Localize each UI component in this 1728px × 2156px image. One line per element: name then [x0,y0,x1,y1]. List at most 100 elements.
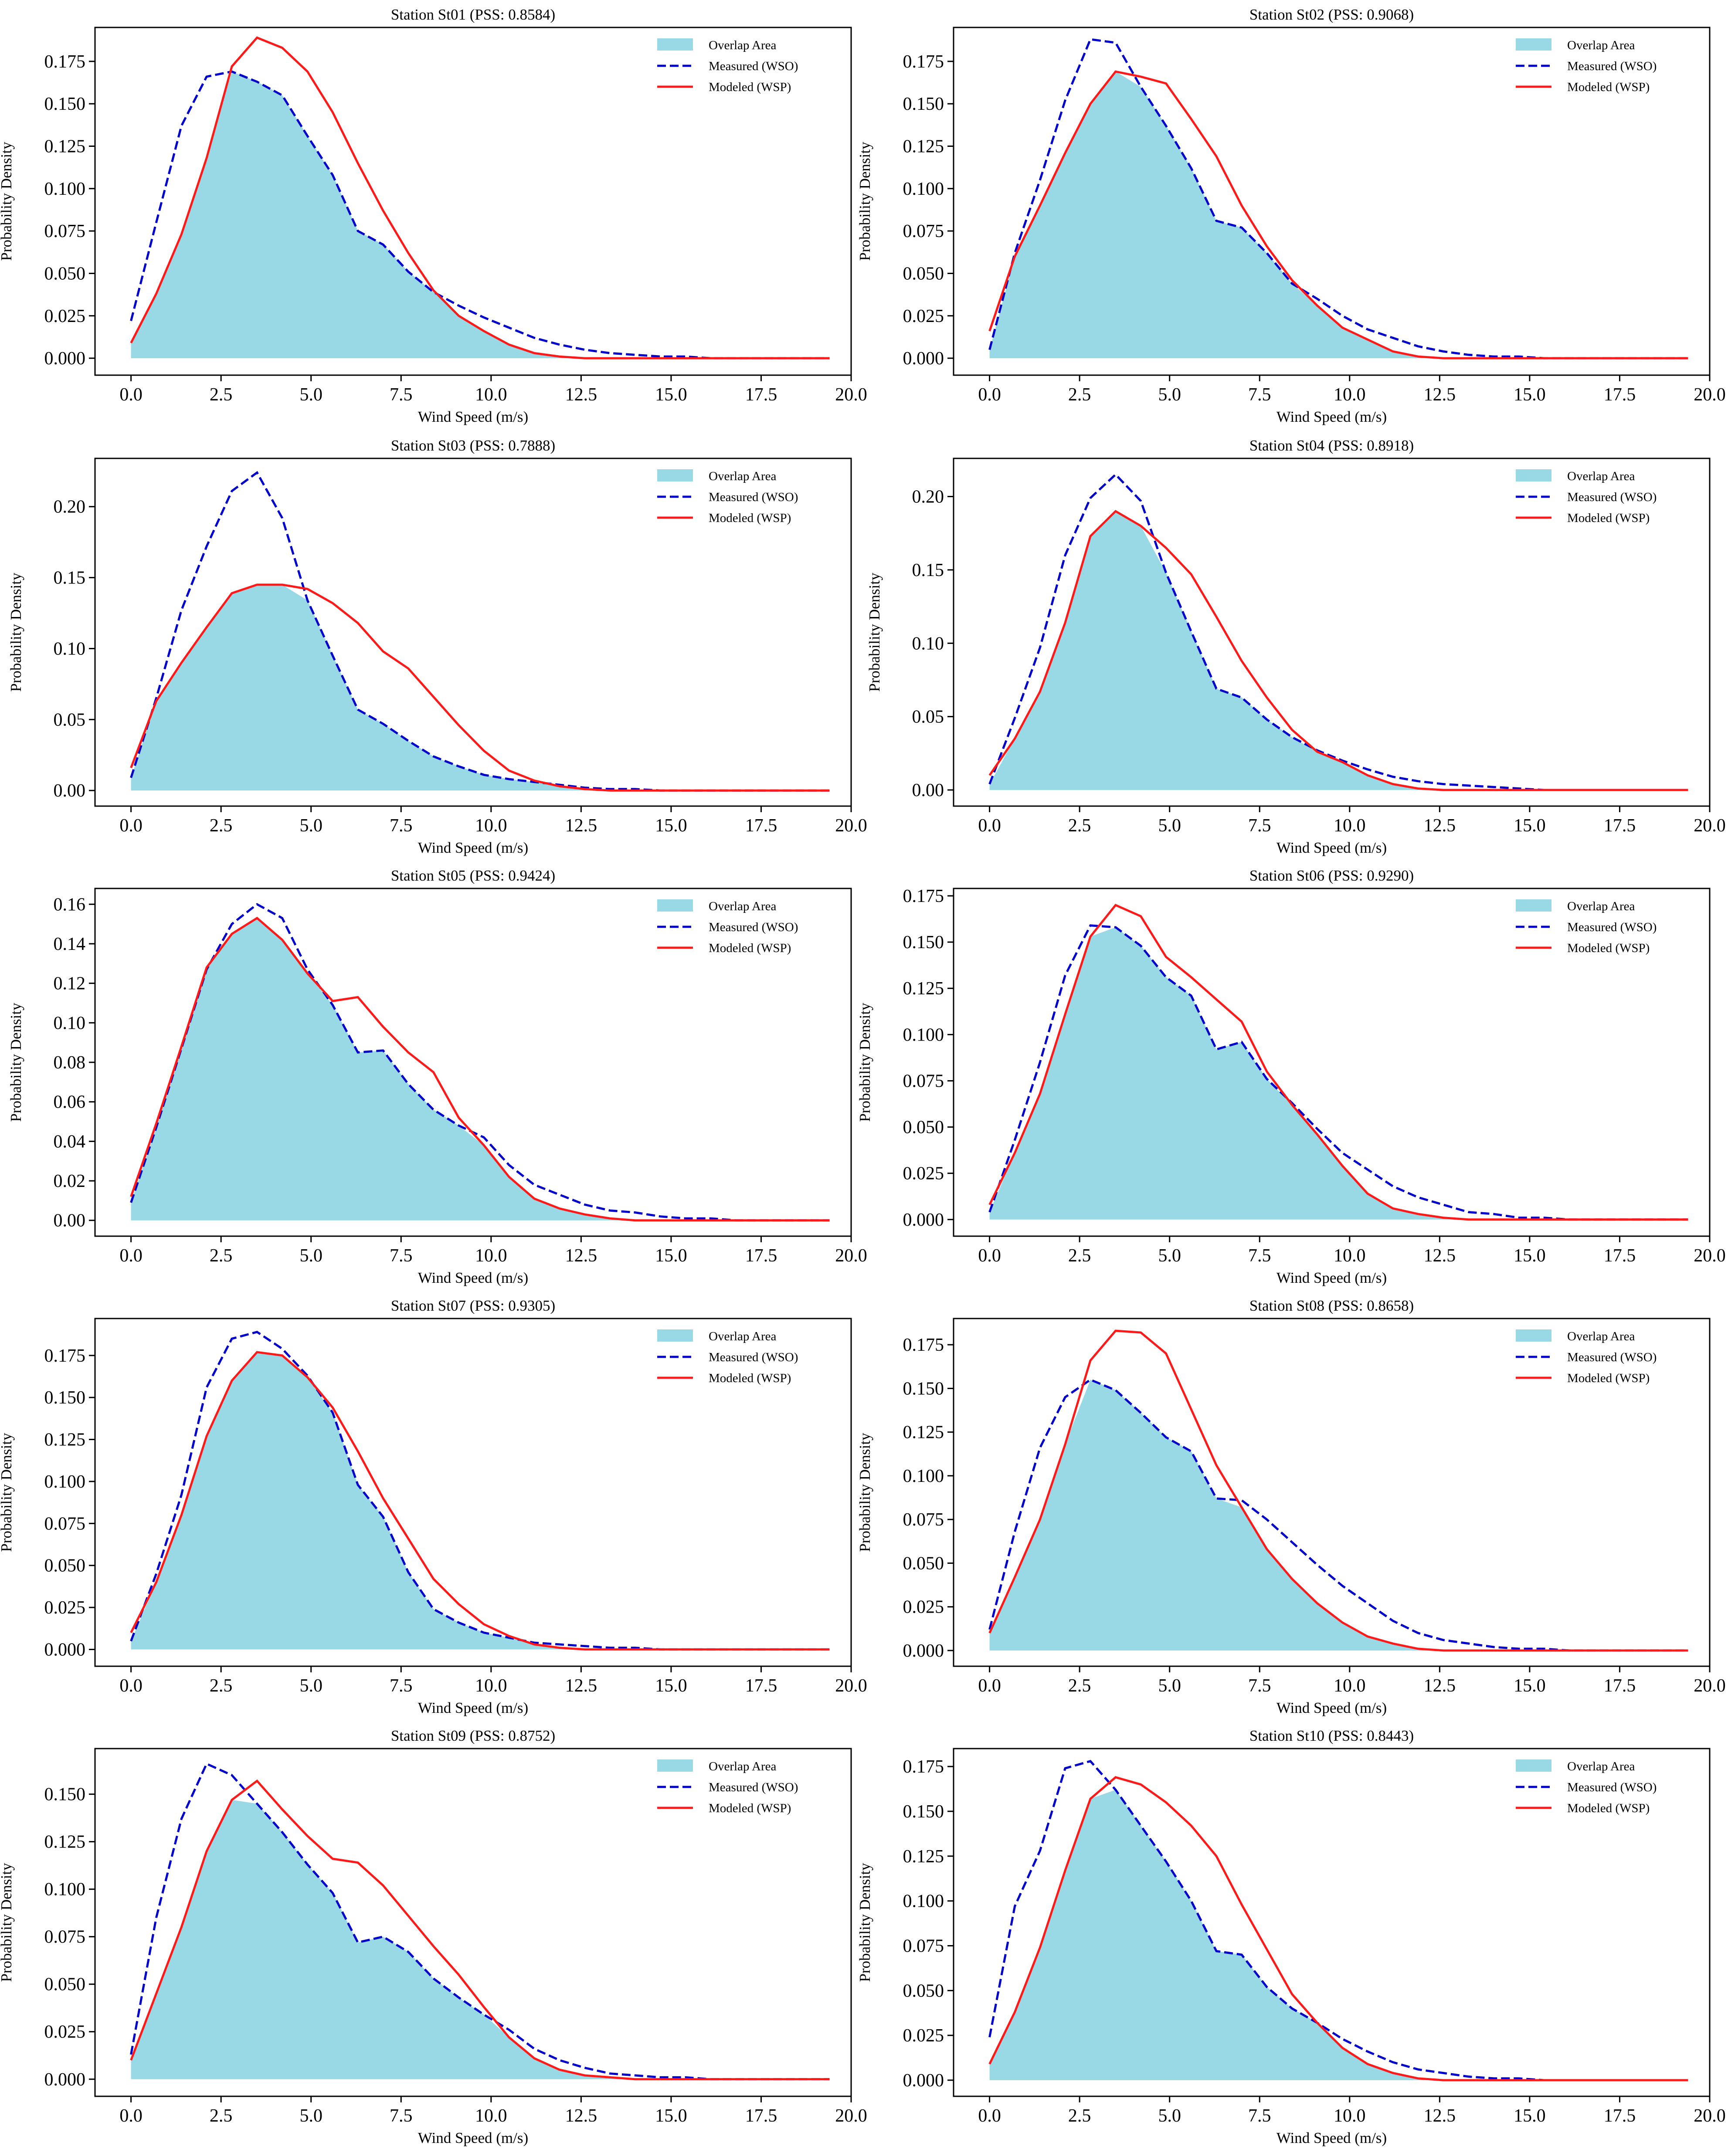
x-axis-label: Wind Speed (m/s) [418,408,528,425]
x-tick-label: 10.0 [1334,2106,1366,2126]
x-tick-label: 2.5 [1068,816,1091,836]
legend-overlap-label: Overlap Area [1567,899,1635,913]
axes-frame [94,1748,852,2097]
x-tick-label: 2.5 [1068,1246,1091,1266]
x-tick-label: 0.0 [978,816,1001,836]
y-tick-label: 0.025 [903,1164,944,1184]
x-tick-label: 17.5 [745,816,777,836]
x-tick-label: 17.5 [1604,1676,1636,1696]
legend-modeled-label: Modeled (WSP) [1567,511,1650,525]
chart-panel-8: 0.0 2.5 5.0 7.5 10.0 12.5 15.0 17.5 20.0 0.000 0.0… [856,1297,1726,1716]
chart-panel-4: 0.0 2.5 5.0 7.5 10.0 12.5 15.0 17.5 20.0 0.00 0.05… [866,437,1726,856]
y-tick-label: 0.050 [44,264,86,284]
measured-line [988,924,1688,1221]
modeled-line [130,36,830,359]
x-tick-label: 20.0 [835,2106,867,2126]
y-tick-label: 0.000 [903,1641,944,1661]
x-tick-label: 17.5 [745,385,777,405]
x-tick-label: 20.0 [1694,1676,1726,1696]
chart-title: Station St02 (PSS: 0.9068) [1249,6,1414,23]
y-tick-label: 0.150 [44,1785,86,1805]
x-tick-label: 7.5 [1248,1246,1271,1266]
y-tick-label: 0.175 [903,886,944,906]
y-tick-label: 0.075 [44,1927,86,1947]
y-tick-label: 0.025 [44,306,86,326]
overlap-area [989,1380,1688,1651]
x-tick-label: 0.0 [978,1246,1001,1266]
x-tick-label: 7.5 [390,385,413,405]
x-tick-label: 20.0 [835,385,867,405]
x-tick-label: 17.5 [1604,2106,1636,2126]
x-tick-label: 10.0 [475,2106,507,2126]
x-tick-label: 15.0 [655,2106,687,2126]
x-tick-label: 0.0 [978,1676,1001,1696]
y-tick-label: 0.025 [903,2026,944,2046]
x-tick-label: 15.0 [655,816,687,836]
y-axis-label: Probability Density [856,142,873,261]
legend-modeled-label: Modeled (WSP) [1567,1801,1650,1815]
x-tick-label: 0.0 [119,816,143,836]
legend-measured-label: Measured (WSO) [709,1780,798,1794]
y-tick-label: 0.100 [44,1472,86,1492]
legend-overlap-swatch [1516,1329,1551,1342]
legend-modeled-label: Modeled (WSP) [709,511,791,525]
y-tick-label: 0.150 [44,94,86,114]
legend-overlap-swatch [657,38,693,51]
modeled-line [988,904,1688,1221]
y-tick-label: 0.06 [54,1092,86,1112]
y-tick-label: 0.075 [903,1936,944,1956]
chart-title: Station St08 (PSS: 0.8658) [1249,1297,1414,1314]
x-tick-label: 2.5 [1068,2106,1091,2126]
x-tick-label: 10.0 [1334,1246,1366,1266]
legend-modeled-label: Modeled (WSP) [1567,941,1650,955]
x-tick-label: 17.5 [745,1676,777,1696]
legend-overlap-label: Overlap Area [1567,469,1635,483]
y-tick-label: 0.175 [903,52,944,72]
x-tick-label: 5.0 [1158,1676,1181,1696]
x-tick-label: 17.5 [1604,385,1636,405]
y-axis-label: Probability Density [856,1433,873,1552]
x-axis-label: Wind Speed (m/s) [1276,408,1387,425]
chart-panel-5: 0.0 2.5 5.0 7.5 10.0 12.5 15.0 17.5 20.0 0.00 0.02… [7,867,867,1286]
x-tick-label: 12.5 [565,385,598,405]
y-tick-label: 0.025 [903,306,944,326]
axes-frame [953,458,1711,807]
overlap-area [131,71,830,359]
x-tick-label: 10.0 [475,385,507,405]
x-tick-label: 12.5 [1424,2106,1456,2126]
y-tick-label: 0.150 [44,1388,86,1408]
y-axis-label: Probability Density [0,1863,15,1982]
y-tick-label: 0.16 [54,895,86,915]
y-tick-label: 0.00 [54,781,86,801]
axes-frame [94,1318,852,1667]
x-tick-label: 10.0 [475,1676,507,1696]
x-tick-label: 2.5 [1068,1676,1091,1696]
x-tick-label: 15.0 [1514,2106,1546,2126]
axes-frame [953,888,1711,1237]
y-tick-label: 0.175 [44,52,86,72]
modeled-line [988,1776,1688,2081]
y-tick-label: 0.100 [44,1880,86,1900]
axes-frame [953,1318,1711,1667]
x-tick-label: 15.0 [1514,816,1546,836]
legend-overlap-label: Overlap Area [1567,38,1635,52]
y-tick-label: 0.00 [54,1211,86,1231]
y-axis-label: Probability Density [856,1863,873,1982]
legend-measured-label: Measured (WSO) [709,920,798,934]
x-tick-label: 17.5 [1604,1246,1636,1266]
x-tick-label: 12.5 [1424,816,1456,836]
chart-title: Station St09 (PSS: 0.8752) [391,1727,555,1744]
x-tick-label: 5.0 [1158,1246,1181,1266]
y-tick-label: 0.000 [903,1210,944,1230]
x-tick-label: 5.0 [299,385,323,405]
x-tick-label: 17.5 [745,2106,777,2126]
axes-frame [94,458,852,807]
y-tick-label: 0.125 [44,1430,86,1450]
y-tick-label: 0.150 [903,1379,944,1399]
x-tick-label: 7.5 [390,816,413,836]
y-tick-label: 0.000 [44,1640,86,1660]
x-tick-label: 12.5 [1424,385,1456,405]
legend-measured-label: Measured (WSO) [1567,920,1657,934]
chart-panel-1: 0.0 2.5 5.0 7.5 10.0 12.5 15.0 17.5 20.0 0.000 0.0… [0,6,867,425]
y-tick-label: 0.175 [44,1346,86,1366]
